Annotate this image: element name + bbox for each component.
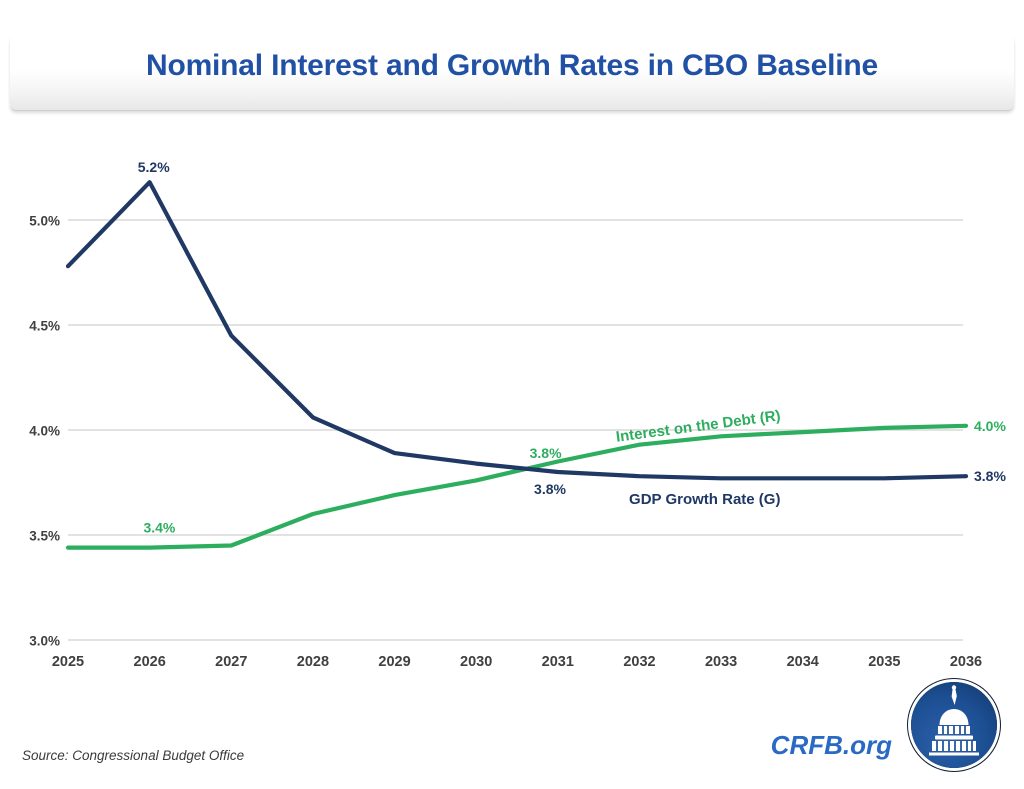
x-axis-label: 2025	[52, 654, 84, 670]
capitol-dome-logo-icon	[907, 677, 1001, 772]
capitol-dome-glyph	[929, 684, 979, 755]
x-axis-label: 2032	[623, 654, 655, 670]
x-axis-label: 2029	[378, 654, 410, 670]
y-axis-label: 3.0%	[29, 634, 60, 649]
data-label: 4.0%	[974, 418, 1006, 434]
data-label: 3.8%	[974, 468, 1006, 484]
data-label: 3.8%	[534, 481, 566, 497]
y-axis-label: 4.5%	[29, 319, 60, 334]
y-axis-label: 3.5%	[29, 529, 60, 544]
x-axis-label: 2026	[134, 654, 166, 670]
x-axis-label: 2035	[868, 654, 900, 670]
brand-link[interactable]: CRFB.org	[770, 730, 892, 760]
series-line-navy	[65, 180, 969, 481]
brand-block: CRFB.org	[714, 672, 1004, 777]
series-line-green	[65, 423, 969, 550]
chart-title-band: Nominal Interest and Growth Rates in CBO…	[10, 36, 1014, 111]
data-label: 5.2%	[138, 159, 170, 175]
data-label: 3.8%	[530, 445, 562, 461]
chart-title: Nominal Interest and Growth Rates in CBO…	[145, 49, 878, 82]
x-axis-label: 2034	[787, 654, 819, 670]
y-axis-label: 5.0%	[29, 214, 60, 229]
x-axis-label: 2028	[297, 654, 329, 670]
x-axis-label: 2027	[215, 654, 247, 670]
source-note: Source: Congressional Budget Office	[22, 748, 245, 763]
x-axis-label: 2033	[705, 654, 737, 670]
data-label: GDP Growth Rate (G)	[629, 491, 780, 508]
x-axis-label: 2036	[950, 654, 982, 670]
y-axis-label: 4.0%	[29, 424, 60, 439]
data-label: 3.4%	[143, 520, 175, 536]
x-axis-label: 2031	[542, 654, 574, 670]
x-axis-label: 2030	[460, 654, 492, 670]
